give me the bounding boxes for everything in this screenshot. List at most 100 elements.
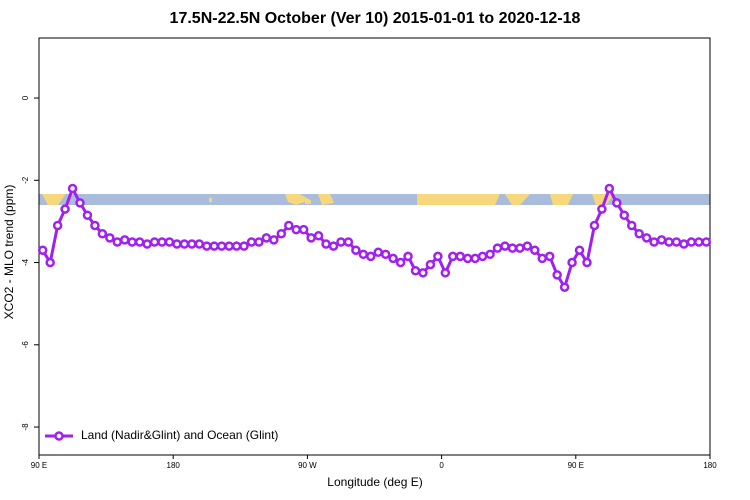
- data-point: [298, 224, 309, 235]
- data-point: [52, 220, 63, 231]
- data-point: [351, 245, 361, 255]
- data-point: [470, 253, 480, 264]
- data-point: [336, 237, 346, 247]
- data-point: [105, 233, 115, 243]
- data-point: [97, 229, 108, 239]
- data-point: [664, 237, 674, 247]
- data-point: [656, 235, 667, 245]
- y-tick-label: -4: [21, 258, 30, 266]
- data-point: [276, 229, 287, 239]
- data-point: [440, 268, 451, 278]
- data-point: [589, 220, 600, 231]
- data-point: [373, 247, 383, 258]
- data-point: [194, 239, 205, 249]
- y-tick-label: 0: [21, 95, 30, 100]
- data-point: [261, 233, 272, 243]
- data-point: [172, 239, 182, 249]
- x-tick-label: 180: [703, 461, 717, 470]
- data-point: [530, 245, 540, 255]
- plot-frame: [38, 37, 711, 456]
- data-point: [82, 210, 93, 220]
- data-point: [380, 249, 391, 260]
- data-point: [90, 220, 100, 231]
- data-point: [164, 237, 175, 247]
- data-point: [612, 198, 622, 208]
- data-point: [492, 243, 503, 253]
- data-point: [701, 237, 712, 247]
- data-point: [462, 253, 473, 264]
- data-point: [395, 257, 406, 268]
- data-point: [231, 241, 242, 251]
- land-ocean-band: [39, 194, 710, 205]
- data-point: [686, 237, 697, 247]
- data-point: [410, 266, 421, 276]
- data-point: [269, 235, 279, 245]
- data-point: [671, 237, 682, 247]
- data-point: [388, 253, 398, 264]
- data-point: [634, 229, 644, 239]
- data-point: [112, 237, 123, 247]
- data-point: [559, 282, 570, 292]
- x-tick-label: 90 E: [568, 461, 584, 470]
- data-point: [142, 239, 152, 249]
- data-point: [507, 243, 518, 253]
- data-point: [448, 251, 458, 262]
- x-tick-label: 90 E: [31, 461, 47, 470]
- legend-marker: [54, 431, 64, 441]
- x-axis-label: Longitude (deg E): [327, 475, 422, 489]
- x-tick-label: 90 W: [298, 461, 317, 470]
- y-tick-label: -8: [21, 423, 30, 431]
- data-point: [597, 204, 607, 214]
- x-tick-label: 0: [439, 461, 444, 470]
- data-point: [239, 241, 249, 251]
- data-point: [67, 183, 78, 194]
- y-tick-label: -6: [21, 341, 30, 349]
- data-point: [537, 253, 547, 264]
- y-tick-label: -2: [21, 176, 30, 184]
- data-point: [626, 220, 637, 231]
- data-point: [358, 249, 369, 260]
- data-point: [37, 245, 48, 255]
- data-point: [619, 210, 630, 220]
- data-point: [641, 233, 652, 243]
- data-point: [119, 235, 130, 245]
- data-point: [179, 239, 190, 249]
- data-point: [45, 257, 55, 268]
- data-point: [694, 237, 704, 247]
- data-point: [127, 237, 137, 247]
- data-point: [187, 239, 197, 249]
- data-point: [313, 231, 324, 241]
- data-point: [254, 237, 264, 247]
- chart-title: 17.5N-22.5N October (Ver 10) 2015-01-01 …: [170, 10, 581, 27]
- data-point: [149, 237, 160, 247]
- x-tick-label: 180: [167, 461, 181, 470]
- data-point: [202, 241, 212, 251]
- data-point: [477, 251, 488, 262]
- data-point: [224, 241, 234, 251]
- data-point: [209, 241, 219, 251]
- data-point: [134, 237, 145, 247]
- data-point: [552, 270, 562, 280]
- data-point: [291, 224, 301, 235]
- data-point: [515, 243, 525, 253]
- data-point: [455, 251, 465, 262]
- data-point: [403, 251, 413, 262]
- data-point: [284, 220, 294, 231]
- data-point: [574, 245, 585, 255]
- data-point: [321, 239, 331, 249]
- y-axis-label: XCO2 - MLO trend (ppm): [2, 185, 16, 320]
- data-point: [157, 237, 167, 247]
- data-point: [604, 183, 615, 194]
- data-point: [485, 249, 495, 260]
- data-point: [60, 204, 70, 214]
- data-point: [679, 239, 689, 249]
- data-point: [433, 251, 443, 262]
- data-point: [306, 233, 316, 243]
- data-point: [582, 257, 592, 268]
- data-point: [425, 259, 436, 270]
- data-point: [328, 241, 339, 251]
- data-point: [418, 268, 428, 278]
- data-point: [75, 198, 85, 208]
- data-point: [522, 241, 533, 251]
